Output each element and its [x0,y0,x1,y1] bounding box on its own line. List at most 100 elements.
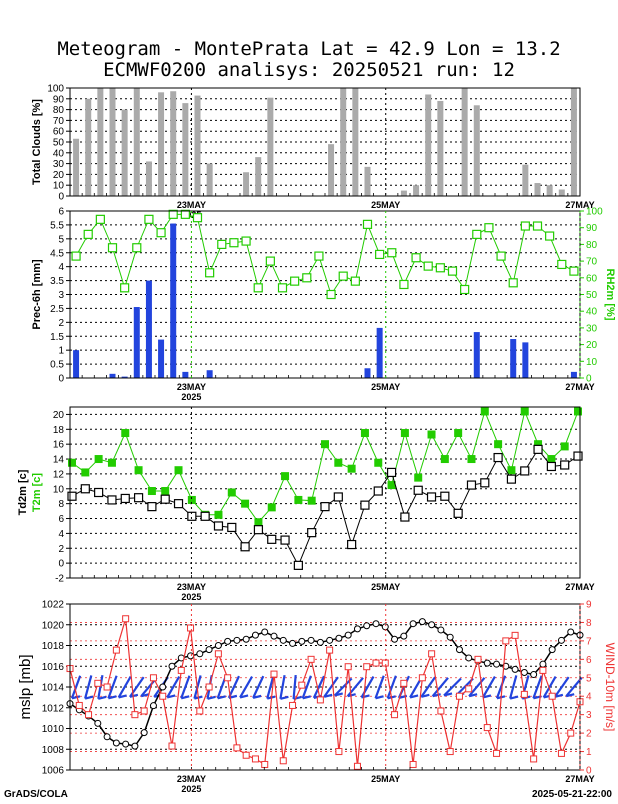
panel-3-ytick-label: 1012 [42,703,65,714]
wind-speed-point [307,655,315,663]
wind-barb-flag [217,695,226,700]
td2m-point [227,522,237,533]
wind-barb [495,675,507,699]
wind-barb-flag [129,693,139,698]
rh-point [460,284,470,295]
t2m-point [480,407,489,416]
cloud-bar [145,161,152,196]
wind-barb [301,675,312,699]
wind-barb [468,677,486,697]
wind-barb-flag [252,694,262,699]
panel-2-ytick-label: 18 [53,425,65,436]
wind-speed-point [214,650,222,658]
td2m-point [147,502,157,512]
mslp-point [539,660,547,668]
precip-bar [121,376,128,378]
cloud-bar [340,88,347,196]
wind-barb [239,676,254,698]
wind-barb-flag [323,693,333,698]
wind-ytick-label: 9 [586,600,592,611]
td2m-point [493,452,503,463]
wind-barb-flag [361,694,370,699]
mslp-point [557,636,565,644]
wind-speed-point [224,674,232,682]
precip-bar [522,342,529,378]
t2m-point [134,466,143,475]
td2m-point [293,560,303,570]
t2m-point [294,495,303,504]
precip-bar [570,371,577,378]
t2m-point [334,458,343,467]
cloud-bar [267,97,274,196]
wind-barb-flag [409,694,419,699]
wind-speed-point [567,729,575,737]
t2m-point [227,488,236,497]
mslp-point [94,719,102,727]
panel-1-ytick-label: 2 [58,318,64,329]
wind-speed-point [233,744,241,752]
wind-barb-flag [334,692,343,697]
wind-barb [70,675,82,699]
wind-barb [292,674,297,700]
cloud-bar [109,88,116,196]
t2m-point [121,429,130,438]
mslp-ylabel: mslp [mb] [17,654,34,719]
wind-speed-point [279,757,287,765]
t2m-point [534,440,543,449]
mslp-point [307,636,315,644]
panel-1-ytick-label: 4 [58,262,64,273]
panel-2-year-label: 2025 [181,592,201,602]
mslp-point [335,634,343,642]
panel-3-ytick-label: 1018 [42,641,65,652]
wind-ytick-label: 4 [586,692,592,703]
wind-speed-point [326,646,334,654]
t2m-point [241,499,250,508]
mslp-point [224,637,232,645]
precip-bar [364,368,371,378]
wind-speed-point [437,707,445,715]
wind-barb [227,675,240,699]
wind-speed-point [446,748,454,756]
wind-speed-point [539,666,547,674]
wind-barb [312,675,325,699]
t2m-point [454,429,463,438]
wind-speed-point [428,650,436,658]
rh-point [144,214,154,224]
wind-barb-flag [554,693,564,698]
mslp-point [428,621,436,629]
wind-speed-point [298,681,306,689]
panel-1-year-label: 2025 [181,392,201,402]
mslp-point [465,654,473,662]
rh-ytick-label: 30 [586,323,598,334]
panel-0-ytick-label: 40 [53,148,65,159]
wind-ytick-label: 2 [586,729,592,740]
wind-speed-point [149,674,157,682]
panel-1-ytick-label: 0 [58,374,64,385]
wind-barb-flag [375,695,384,700]
cloud-bar [158,92,165,196]
precip-bar [73,350,80,378]
panel-2-ytick-label: 12 [53,469,65,480]
rh-point [277,283,288,293]
cloud-bar [364,166,371,196]
rh-point [557,259,567,270]
t2m-point [94,455,103,464]
wind-speed-point [455,692,463,700]
panel-1-date-label: 27MAY [565,382,594,392]
mslp-point [122,740,130,748]
td2m-point [173,499,184,509]
rh-point [132,243,142,253]
wind-barb-flag [280,695,289,700]
wind-speed-point [103,683,111,691]
rh-point [205,268,215,278]
td2m-point [466,480,477,490]
wind-barb-flag [166,694,176,699]
td2m-point [453,508,463,518]
panel-0-year-label: 2025 [181,210,201,220]
t2m-point [520,407,529,416]
wind-speed-point [418,674,426,682]
rh-point [532,221,543,231]
wind-barb-flag [443,692,453,697]
wind-speed-point [557,749,565,757]
wind-speed-point [465,685,473,693]
